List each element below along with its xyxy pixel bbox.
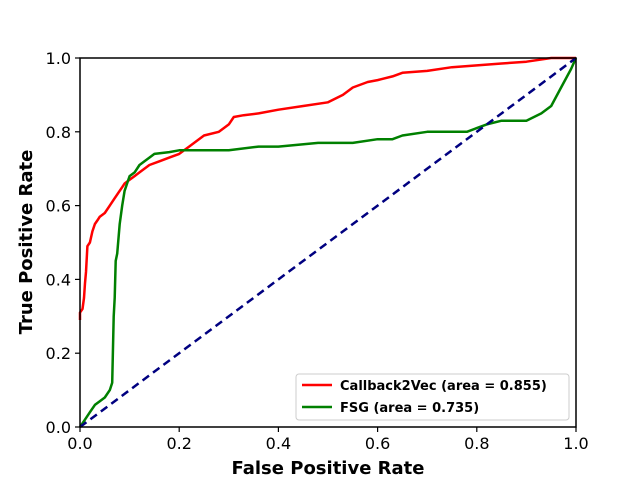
series-line-callback2vec xyxy=(78,56,576,320)
plot-frame xyxy=(79,57,577,428)
legend-frame xyxy=(295,373,570,421)
x-tick-label: 0.4 xyxy=(266,434,291,453)
x-tick-label: 1.0 xyxy=(563,434,588,453)
y-tick-label: 0.8 xyxy=(46,123,71,142)
series-line-fsg xyxy=(78,57,578,428)
x-tick-label: 0.2 xyxy=(166,434,191,453)
y-axis-label: True Positive Rate xyxy=(16,150,37,335)
y-tick-label: 1.0 xyxy=(46,49,71,68)
y-tick-label: 0.6 xyxy=(46,197,71,216)
x-tick-label: 0.8 xyxy=(464,434,489,453)
legend-label-fsg: FSG (area = 0.735) xyxy=(340,401,479,416)
x-tick-label: 0.6 xyxy=(365,434,390,453)
y-axis: 0.0 0.2 0.4 0.6 0.8 1.0 xyxy=(46,49,80,437)
x-tick-label: 0.0 xyxy=(67,434,92,453)
chance-line xyxy=(79,56,577,429)
series-layer xyxy=(78,56,578,429)
y-tick-label: 0.0 xyxy=(46,418,71,437)
legend: Callback2Vec (area = 0.855) FSG (area = … xyxy=(295,373,570,421)
y-tick-label: 0.2 xyxy=(46,344,71,363)
y-tick-label: 0.4 xyxy=(46,270,71,289)
x-axis-label: False Positive Rate xyxy=(232,458,425,479)
legend-label-callback2vec: Callback2Vec (area = 0.855) xyxy=(340,379,547,394)
x-axis: 0.0 0.2 0.4 0.6 0.8 1.0 xyxy=(67,427,589,453)
